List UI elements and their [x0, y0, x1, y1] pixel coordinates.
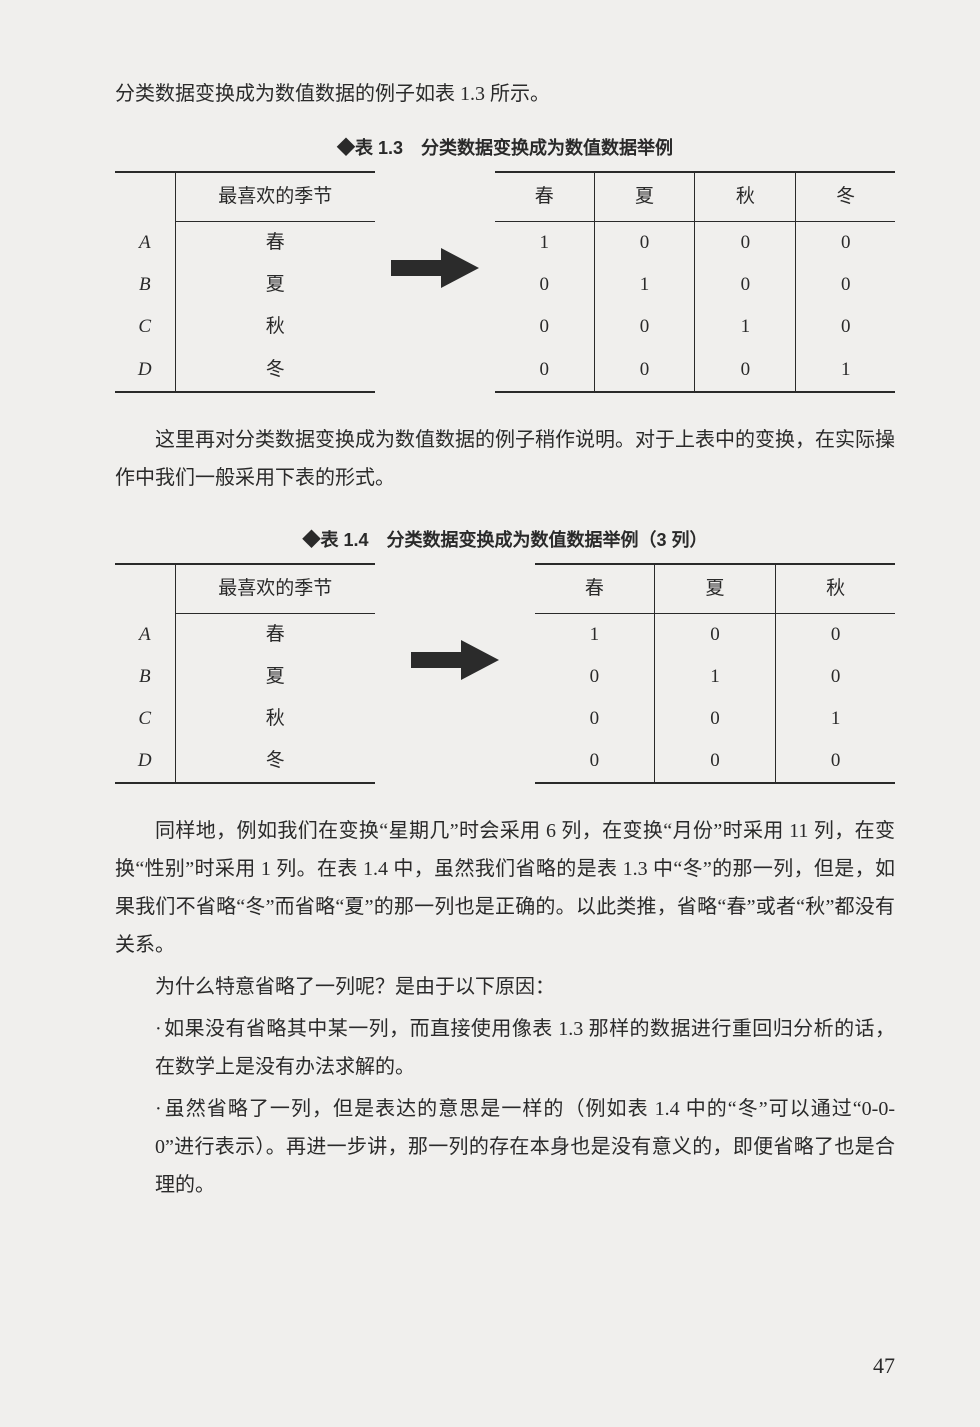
c: 0 [796, 264, 895, 306]
c: 0 [695, 349, 796, 392]
c: 0 [776, 656, 895, 698]
c: 1 [594, 264, 695, 306]
row-val: 春 [175, 613, 375, 656]
table13-left: 最喜欢的季节 A春 B夏 C秋 D冬 [115, 171, 375, 392]
c: 0 [495, 306, 594, 348]
c: 0 [594, 306, 695, 348]
row-id: C [115, 306, 175, 348]
c: 0 [695, 222, 796, 265]
c: 1 [695, 306, 796, 348]
table-row: C秋 [115, 306, 375, 348]
h: 秋 [776, 564, 895, 614]
table14-left-h0 [115, 564, 175, 614]
table-row: 0100 [495, 264, 895, 306]
table14-left: 最喜欢的季节 A春 B夏 C秋 D冬 [115, 563, 375, 784]
arrow-shape [391, 248, 479, 288]
row-id: B [115, 656, 175, 698]
arrow-icon [405, 638, 505, 682]
c: 0 [535, 656, 654, 698]
table14-container: 最喜欢的季节 A春 B夏 C秋 D冬 春 夏 秋 100 010 001 000 [115, 563, 895, 784]
row-val: 夏 [175, 656, 375, 698]
c: 0 [776, 613, 895, 656]
table-row: C秋 [115, 698, 375, 740]
row-id: D [115, 349, 175, 392]
page-number: 47 [873, 1345, 895, 1387]
row-id: D [115, 740, 175, 783]
table-row: D冬 [115, 740, 375, 783]
table-row: 0010 [495, 306, 895, 348]
table-row: 010 [535, 656, 895, 698]
h: 冬 [796, 172, 895, 222]
row-val: 春 [175, 222, 375, 265]
c: 1 [796, 349, 895, 392]
table-row: B夏 [115, 264, 375, 306]
table-row: A春 [115, 222, 375, 265]
h: 春 [495, 172, 594, 222]
intro-text: 分类数据变换成为数值数据的例子如表 1.3 所示。 [115, 75, 895, 113]
table-row: 001 [535, 698, 895, 740]
table-row: 100 [535, 613, 895, 656]
table-row: D冬 [115, 349, 375, 392]
row-id: B [115, 264, 175, 306]
h: 秋 [695, 172, 796, 222]
row-val: 夏 [175, 264, 375, 306]
c: 0 [654, 740, 775, 783]
c: 0 [654, 698, 775, 740]
table-row: 0001 [495, 349, 895, 392]
c: 0 [776, 740, 895, 783]
table14-caption: ◆表 1.4 分类数据变换成为数值数据举例（3 列） [115, 523, 895, 557]
table13-container: 最喜欢的季节 A春 B夏 C秋 D冬 春 夏 秋 冬 1000 0100 001… [115, 171, 895, 392]
c: 0 [495, 264, 594, 306]
para-1: 同样地，例如我们在变换“星期几”时会采用 6 列，在变换“月份”时采用 11 列… [115, 812, 895, 964]
c: 1 [495, 222, 594, 265]
bullet-1: 如果没有省略其中某一列，而直接使用像表 1.3 那样的数据进行重回归分析的话，在… [115, 1010, 895, 1086]
table-row: 000 [535, 740, 895, 783]
row-id: A [115, 613, 175, 656]
h: 夏 [594, 172, 695, 222]
c: 0 [535, 740, 654, 783]
para-2: 为什么特意省略了一列呢？是由于以下原因： [115, 968, 895, 1006]
table-row: 1000 [495, 222, 895, 265]
table14-right: 春 夏 秋 100 010 001 000 [535, 563, 895, 784]
table13-left-h0 [115, 172, 175, 222]
row-val: 秋 [175, 306, 375, 348]
arrow-icon [385, 246, 485, 290]
c: 0 [695, 264, 796, 306]
table14-left-h1: 最喜欢的季节 [175, 564, 375, 614]
c: 1 [776, 698, 895, 740]
table-row: B夏 [115, 656, 375, 698]
row-id: C [115, 698, 175, 740]
table13-left-h1: 最喜欢的季节 [175, 172, 375, 222]
arrow-shape [411, 640, 499, 680]
c: 1 [535, 613, 654, 656]
c: 1 [654, 656, 775, 698]
c: 0 [796, 306, 895, 348]
row-val: 冬 [175, 740, 375, 783]
row-id: A [115, 222, 175, 265]
c: 0 [495, 349, 594, 392]
table-row: A春 [115, 613, 375, 656]
h: 夏 [654, 564, 775, 614]
row-val: 秋 [175, 698, 375, 740]
h: 春 [535, 564, 654, 614]
para-after-13: 这里再对分类数据变换成为数值数据的例子稍作说明。对于上表中的变换，在实际操作中我… [115, 421, 895, 497]
row-val: 冬 [175, 349, 375, 392]
bullet-2: 虽然省略了一列，但是表达的意思是一样的（例如表 1.4 中的“冬”可以通过“0-… [115, 1090, 895, 1204]
table13-caption: ◆表 1.3 分类数据变换成为数值数据举例 [115, 131, 895, 165]
c: 0 [594, 222, 695, 265]
c: 0 [796, 222, 895, 265]
c: 0 [535, 698, 654, 740]
c: 0 [654, 613, 775, 656]
c: 0 [594, 349, 695, 392]
table13-right: 春 夏 秋 冬 1000 0100 0010 0001 [495, 171, 895, 392]
